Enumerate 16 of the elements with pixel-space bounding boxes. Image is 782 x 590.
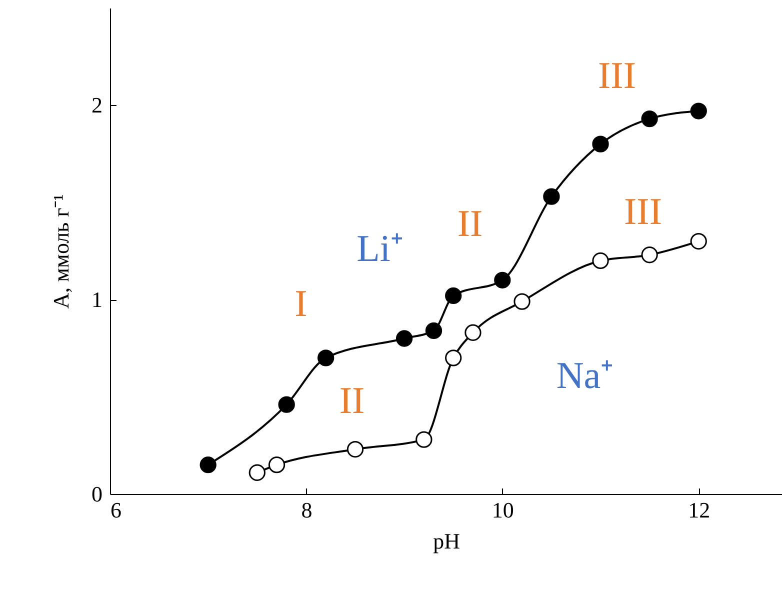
annotation: III bbox=[598, 55, 636, 97]
x-tick-label: 12 bbox=[688, 498, 710, 522]
y-tick-label: 2 bbox=[92, 92, 102, 118]
y-tick-label: 0 bbox=[92, 482, 102, 506]
annotation: II bbox=[339, 380, 365, 422]
y-tick-label: 1 bbox=[92, 287, 102, 312]
annotation: II bbox=[457, 203, 483, 245]
y-axis-title: A, ммоль г⁻¹ bbox=[48, 194, 74, 309]
x-axis-title: pH bbox=[433, 528, 460, 554]
x-tick-label: 6 bbox=[110, 498, 122, 522]
annotation: I bbox=[294, 283, 308, 325]
x-tick-label: 10 bbox=[492, 498, 514, 522]
x-tick-label: 8 bbox=[301, 498, 312, 522]
series-label: Li⁺ bbox=[356, 228, 404, 270]
annotation: III bbox=[624, 191, 662, 233]
series-label: Na⁺ bbox=[556, 355, 614, 397]
